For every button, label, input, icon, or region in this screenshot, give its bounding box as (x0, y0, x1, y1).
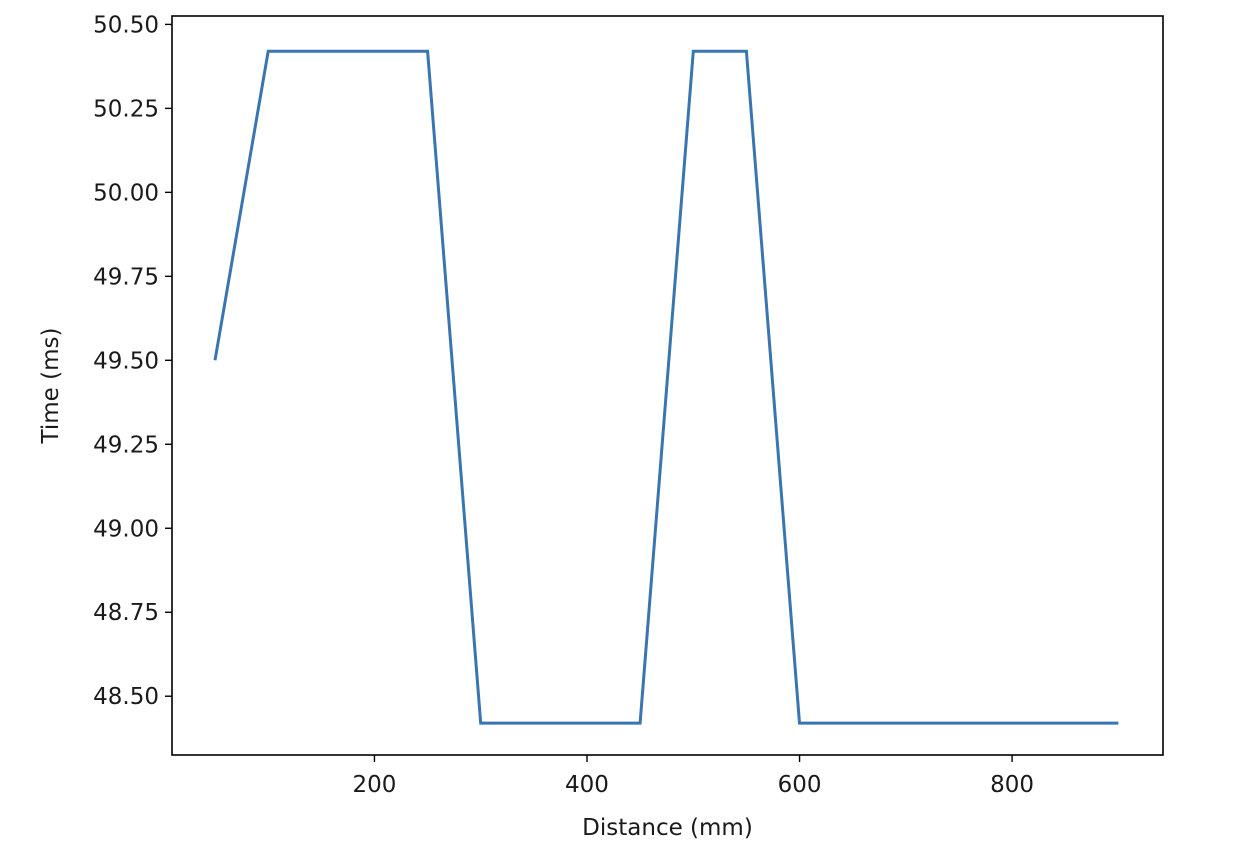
x-tick-label: 400 (565, 772, 609, 798)
y-tick-label: 49.00 (93, 516, 159, 542)
x-axis-label: Distance (mm) (582, 815, 753, 841)
x-tick-label: 800 (990, 772, 1034, 798)
y-tick-label: 50.00 (93, 180, 159, 206)
y-tick-label: 49.25 (93, 432, 159, 458)
series-line (213, 49, 1119, 725)
y-tick-label: 49.50 (93, 348, 159, 374)
plot-series (213, 49, 1119, 725)
x-tick-label: 200 (352, 772, 396, 798)
y-tick-label: 50.50 (93, 12, 159, 38)
y-tick-label: 48.75 (93, 600, 159, 626)
plot-frame (171, 15, 1164, 756)
x-tick-label: 600 (778, 772, 822, 798)
y-tick-label: 50.25 (93, 96, 159, 122)
y-tick-label: 49.75 (93, 264, 159, 290)
y-axis: 48.50 48.75 49.00 49.25 49.50 49.75 50.00 50.25… (93, 12, 172, 710)
y-axis-label: Time (ms) (38, 328, 64, 445)
x-axis: 200 400 600 800 (352, 755, 1034, 798)
y-tick-label: 48.50 (93, 684, 159, 710)
